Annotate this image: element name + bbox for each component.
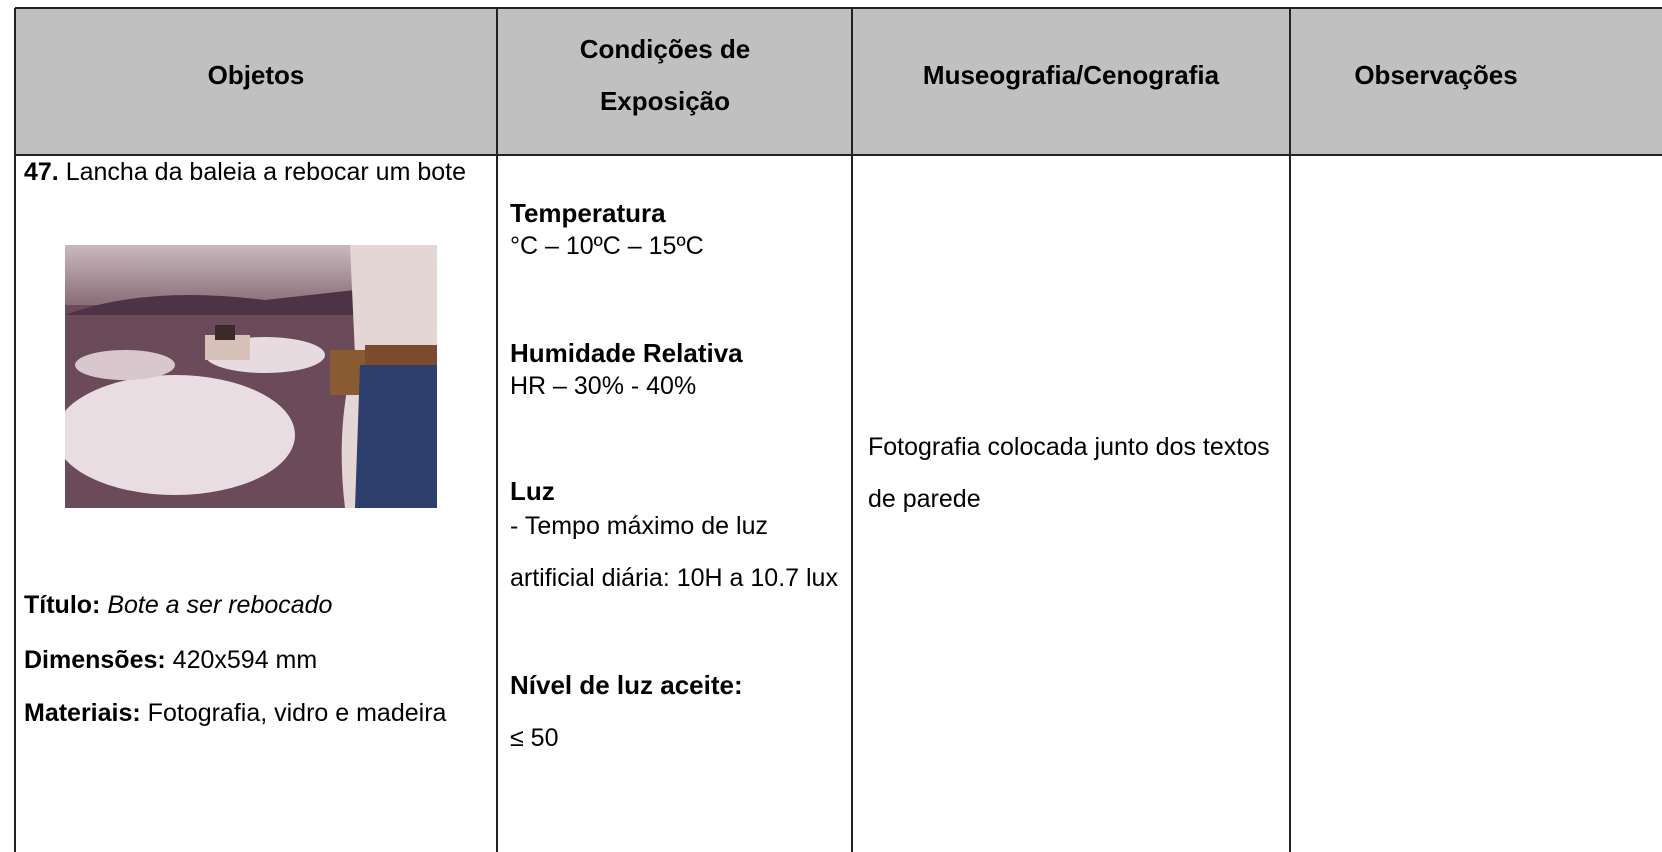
field-value: Fotografia, vidro e madeira (147, 699, 447, 727)
condition: Luz - Tempo máximo de luz artificial diár… (510, 475, 840, 604)
condition-label: Luz (510, 476, 555, 506)
field: Título: Bote a ser rebocado (24, 579, 332, 631)
condition: Humidade Relativa HR – 30% - 40% (510, 337, 743, 402)
field-label: Dimensões: (24, 646, 166, 674)
border (15, 154, 1662, 156)
field-value: Bote a ser rebocado (107, 591, 333, 619)
photo (65, 245, 437, 508)
museography: Fotografia colocada junto dos textos de … (868, 433, 1270, 513)
border (15, 7, 1662, 9)
object-name: Lancha da baleia a rebocar um bote (65, 158, 466, 186)
border (14, 8, 16, 852)
border (1289, 8, 1291, 852)
condition-value: HR – 30% - 40% (510, 372, 697, 400)
header-row (15, 8, 1662, 155)
condition-value: ≤ 50 (510, 724, 559, 752)
field-label: Título: (24, 591, 101, 619)
condition-label: Temperatura (510, 198, 666, 228)
header: Objetos (207, 60, 305, 90)
condition-value: °C – 10ºC – 15ºC (510, 232, 704, 260)
header: Museografia/Cenografia (922, 60, 1220, 90)
border (496, 8, 498, 852)
field-label: Materiais: (24, 699, 141, 727)
object-title: 47. Lancha da baleia a rebocar um bote (24, 146, 492, 198)
condition-label: Nível de luz aceite: (510, 670, 743, 700)
header: Observações (1354, 60, 1518, 90)
object-number: 47. (24, 158, 59, 186)
header: Condições de Exposição (579, 34, 751, 116)
condition-value: - Tempo máximo de luz artificial diária:… (510, 512, 838, 592)
border (851, 8, 853, 852)
condition: Nível de luz aceite: ≤ 50 (510, 659, 840, 764)
condition: Temperatura °C – 10ºC – 15ºC (510, 197, 704, 262)
field: Dimensões: 420x594 mm (24, 634, 317, 686)
field: Materiais: Fotografia, vidro e madeira (24, 687, 484, 739)
field-value: 420x594 mm (172, 646, 318, 674)
condition-label: Humidade Relativa (510, 338, 743, 368)
